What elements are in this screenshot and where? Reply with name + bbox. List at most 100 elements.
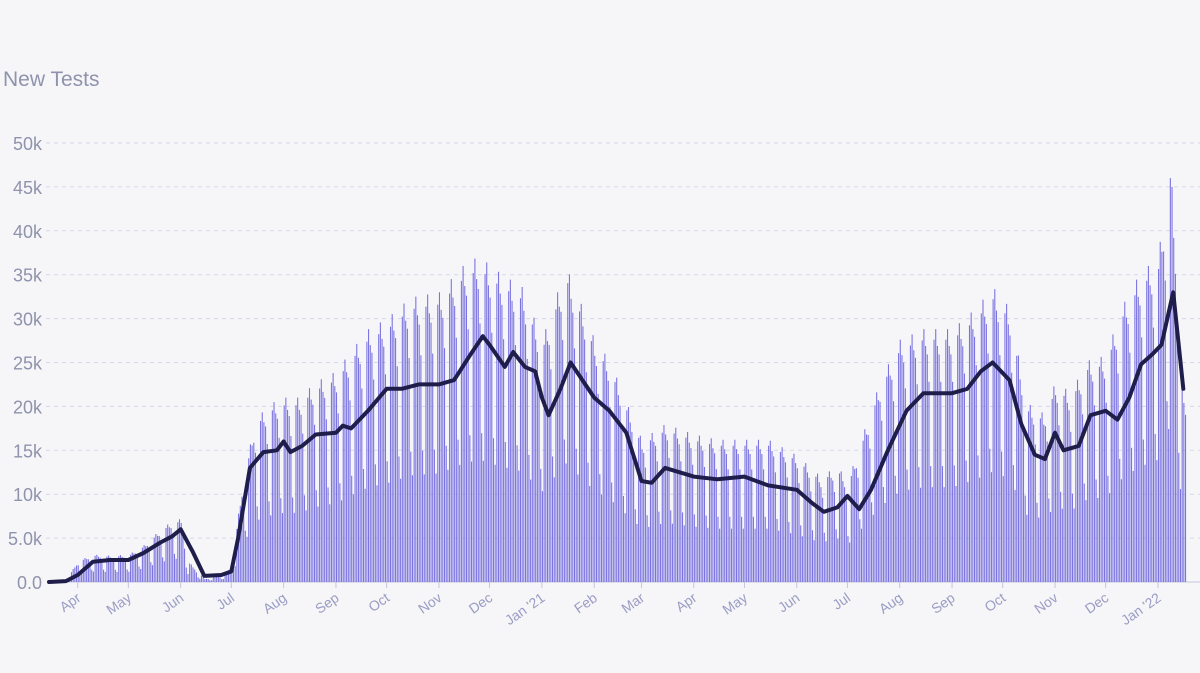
daily-test-bar [1112,334,1114,582]
daily-test-bar [862,440,864,582]
daily-test-bar [1039,418,1041,582]
daily-test-bar [501,304,503,582]
daily-test-bar [784,462,787,582]
daily-test-bar [877,400,879,582]
daily-test-bar [285,397,287,582]
daily-test-bar [231,569,233,582]
daily-test-bar [725,453,727,582]
daily-test-bar [538,383,540,582]
daily-test-bar [1102,371,1104,582]
daily-test-bar [887,364,890,582]
daily-test-bar [567,283,569,582]
daily-test-bar [266,443,268,582]
x-tick-label: Jun [159,589,187,615]
daily-test-bar [736,449,738,582]
daily-test-bar [665,434,667,582]
daily-test-bar [963,373,965,582]
daily-test-bar [562,340,564,582]
daily-test-bar [403,303,405,582]
daily-test-bar [297,397,299,582]
daily-test-bar [443,348,446,582]
daily-test-bar [1122,316,1124,582]
daily-test-bar [114,569,116,582]
daily-test-bar [990,472,992,582]
daily-test-bar [1169,178,1171,582]
daily-test-bar [248,458,250,582]
x-tick-label: Dec [466,589,496,616]
daily-test-bar [631,431,633,582]
daily-test-bar [187,574,189,582]
y-tick-label: 5.0k [8,529,43,549]
daily-test-bar [811,530,814,582]
daily-test-bar [207,578,209,582]
daily-test-bar [1183,402,1185,582]
x-axis: Apr May Jun Jul Aug Sep Oct Nov Dec Jan '21 Feb Mar… [56,582,1164,628]
x-tick-label: Oct [981,589,1008,615]
daily-test-bar [604,353,606,582]
daily-test-bar [97,556,100,582]
daily-test-bar [847,536,849,582]
daily-test-bar [764,516,766,582]
daily-test-bar [935,329,937,582]
daily-test-bar [352,494,354,582]
daily-test-bar [898,353,900,582]
daily-test-bar [1146,280,1148,582]
daily-test-bar [616,377,618,582]
daily-test-bar [521,286,523,582]
daily-test-bar [611,482,613,582]
daily-test-bar [261,412,263,582]
daily-test-bar [254,452,257,582]
daily-test-bar [497,271,500,582]
daily-test-bar [246,536,248,582]
daily-test-bar [400,478,402,582]
daily-test-bar [1129,352,1131,582]
daily-test-bar [209,580,211,582]
daily-test-bar [1019,379,1021,582]
daily-test-bar [663,425,665,582]
daily-test-bar [283,405,285,582]
daily-test-bar [423,474,425,582]
daily-test-bar [568,274,570,582]
daily-test-bar [492,438,495,582]
daily-test-bar [118,556,120,582]
daily-test-bar [921,340,923,582]
daily-test-bar [155,534,157,582]
daily-test-bar [700,445,702,582]
x-tick-label: Apr [672,589,699,615]
daily-test-bar [627,406,630,582]
daily-test-bar [585,372,587,582]
daily-test-bar [546,341,549,582]
daily-test-bar [874,405,876,582]
daily-test-bar [798,483,800,582]
daily-test-bar [933,339,935,582]
daily-test-bar [1088,360,1090,582]
daily-test-bar [1036,502,1038,582]
daily-test-bar [557,292,559,582]
daily-test-bar [1159,241,1161,582]
daily-test-bar [854,468,856,582]
daily-test-bar [1012,465,1014,582]
daily-test-bar [1154,433,1156,582]
daily-test-bar [719,528,721,582]
daily-test-bar [325,419,327,582]
daily-test-bar [1024,495,1026,582]
daily-test-bar [244,530,246,582]
daily-test-bar [389,326,392,582]
daily-test-bar [621,430,623,582]
daily-test-bar [899,339,901,582]
daily-test-bar [354,355,356,582]
daily-test-bar [489,297,491,582]
daily-test-bar [595,366,597,582]
daily-test-bar [734,439,736,582]
daily-test-bar [786,477,788,582]
daily-test-bar [818,482,820,582]
daily-test-bar [1173,237,1175,582]
daily-test-bar [435,473,437,582]
daily-test-bar [1125,317,1128,582]
daily-test-bar [727,469,729,582]
daily-test-bar [486,262,488,582]
daily-test-bar [681,512,684,582]
daily-test-bar [1166,401,1168,582]
x-tick-label: Apr [56,589,83,615]
daily-test-bar [1117,373,1119,582]
